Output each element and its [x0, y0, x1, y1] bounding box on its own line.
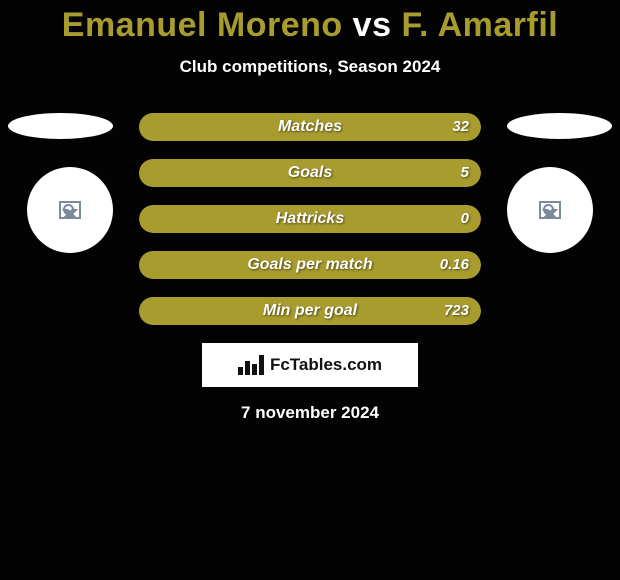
stat-bar: Hattricks0	[139, 205, 481, 233]
title-player2: F. Amarfil	[401, 6, 558, 44]
stat-bar: Goals per match0.16	[139, 251, 481, 279]
comparison-panel: Matches32 Goals5 Hattricks0 Goals per match…	[0, 113, 620, 423]
stat-bar: Min per goal723	[139, 297, 481, 325]
stat-label: Min per goal	[139, 297, 481, 325]
date-text: 7 november 2024	[0, 403, 620, 423]
image-placeholder-icon	[539, 201, 561, 219]
avatar-player1	[27, 167, 113, 253]
title-player1: Emanuel Moreno	[62, 6, 343, 44]
avatar-player2	[507, 167, 593, 253]
stat-value-player2: 5	[461, 159, 469, 187]
flag-player2	[507, 113, 612, 139]
stat-value-player2: 32	[452, 113, 469, 141]
stat-label: Goals	[139, 159, 481, 187]
stat-label: Hattricks	[139, 205, 481, 233]
stat-bar: Matches32	[139, 113, 481, 141]
brand-badge: FcTables.com	[202, 343, 418, 387]
bars-icon	[238, 355, 264, 375]
stat-label: Matches	[139, 113, 481, 141]
title-vs: vs	[353, 6, 392, 44]
stat-bar: Goals5	[139, 159, 481, 187]
flag-player1	[8, 113, 113, 139]
stat-value-player2: 0	[461, 205, 469, 233]
brand-text: FcTables.com	[270, 355, 382, 375]
subtitle: Club competitions, Season 2024	[0, 57, 620, 77]
stat-value-player2: 0.16	[440, 251, 469, 279]
stat-bars: Matches32 Goals5 Hattricks0 Goals per match…	[139, 113, 481, 325]
stat-value-player2: 723	[444, 297, 469, 325]
page-title: Emanuel Moreno vs F. Amarfil	[0, 0, 620, 45]
stat-label: Goals per match	[139, 251, 481, 279]
image-placeholder-icon	[59, 201, 81, 219]
